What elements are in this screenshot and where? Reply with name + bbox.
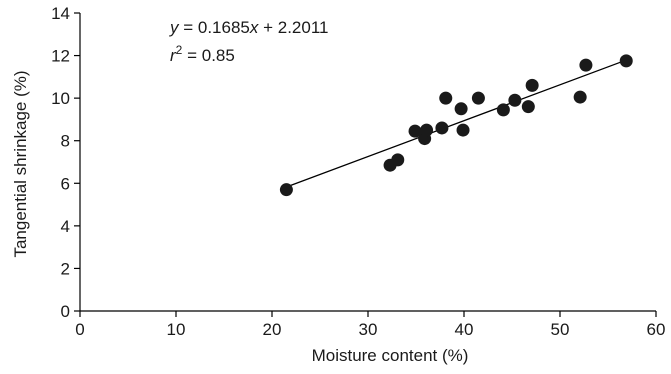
equation-tail: + 2.2011 bbox=[258, 18, 328, 37]
regression-equation: y = 0.1685x + 2.2011 bbox=[169, 18, 328, 37]
r-squared-label: r2 = 0.85 bbox=[170, 43, 235, 65]
y-axis-title: Tangential shrinkage (%) bbox=[11, 70, 30, 257]
tick-labels: 0 10 20 30 40 50 60 0 2 4 6 8 10 12 14 bbox=[51, 4, 665, 339]
x-tick-label: 60 bbox=[647, 320, 666, 339]
y-tick-label: 6 bbox=[61, 174, 70, 193]
data-point bbox=[525, 78, 539, 92]
data-point bbox=[619, 54, 633, 68]
data-point bbox=[471, 91, 485, 105]
equation-x-var: x bbox=[249, 18, 259, 37]
r2-value: = 0.85 bbox=[182, 46, 234, 65]
y-tick-label: 0 bbox=[61, 302, 70, 321]
data-point bbox=[496, 103, 510, 117]
data-point bbox=[573, 90, 587, 104]
equation-y-var: y bbox=[169, 18, 180, 37]
x-tick-label: 50 bbox=[551, 320, 570, 339]
axes bbox=[74, 12, 657, 317]
regression-line bbox=[286, 59, 627, 188]
y-tick-label: 8 bbox=[61, 132, 70, 151]
data-point bbox=[456, 123, 470, 137]
regression-line-group bbox=[286, 59, 627, 188]
data-point bbox=[579, 58, 593, 72]
r2-superscript: 2 bbox=[176, 43, 183, 57]
data-point bbox=[521, 100, 535, 114]
data-point bbox=[454, 102, 468, 116]
equation-rest: = 0.1685 bbox=[179, 18, 250, 37]
data-point bbox=[391, 153, 405, 167]
r2-var: r bbox=[170, 46, 177, 65]
data-point bbox=[279, 183, 293, 197]
x-axis-title: Moisture content (%) bbox=[312, 346, 469, 365]
x-tick-label: 10 bbox=[167, 320, 186, 339]
data-point bbox=[435, 121, 449, 135]
data-point bbox=[439, 91, 453, 105]
data-point bbox=[408, 124, 422, 138]
data-points bbox=[279, 54, 633, 197]
y-tick-label: 14 bbox=[51, 4, 70, 23]
data-point bbox=[420, 123, 434, 137]
x-tick-label: 0 bbox=[75, 320, 84, 339]
x-tick-label: 20 bbox=[263, 320, 282, 339]
y-tick-label: 12 bbox=[51, 47, 70, 66]
y-tick-label: 4 bbox=[61, 217, 70, 236]
data-point bbox=[508, 93, 522, 107]
x-tick-label: 30 bbox=[359, 320, 378, 339]
y-tick-label: 10 bbox=[51, 89, 70, 108]
y-tick-label: 2 bbox=[61, 259, 70, 278]
x-tick-label: 40 bbox=[455, 320, 474, 339]
